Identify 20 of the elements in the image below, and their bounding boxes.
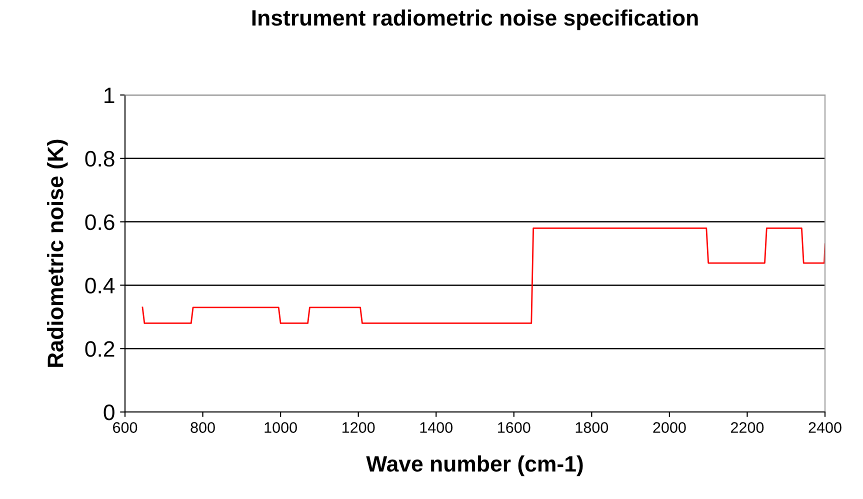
y-tick-label: 0.4	[85, 278, 115, 294]
x-tick-label: 2200	[731, 422, 764, 433]
line-series	[142, 227, 825, 324]
chart-title: Instrument radiometric noise specification	[252, 9, 698, 30]
x-tick-label: 600	[113, 422, 138, 433]
x-tick-label: 800	[190, 422, 215, 433]
x-tick-label: 1000	[264, 422, 297, 433]
x-tick-label: 1400	[420, 422, 453, 433]
x-tick-label: 2400	[808, 422, 842, 433]
x-tick-label: 2000	[653, 422, 686, 433]
y-tick-label: 1	[104, 88, 114, 104]
y-tick-label: 0.6	[85, 214, 114, 230]
x-tick-label: 1600	[498, 422, 530, 433]
x-tick-label: 1800	[576, 422, 608, 433]
y-tick-label: 0	[104, 404, 114, 420]
y-tick-label: 0.2	[85, 341, 114, 357]
x-tick-label: 1200	[342, 422, 375, 433]
y-tick-label: 0.8	[85, 150, 114, 167]
y-axis-title: Radiometric noise (K)	[47, 140, 68, 367]
x-axis-title: Wave number (cm-1)	[366, 455, 583, 476]
